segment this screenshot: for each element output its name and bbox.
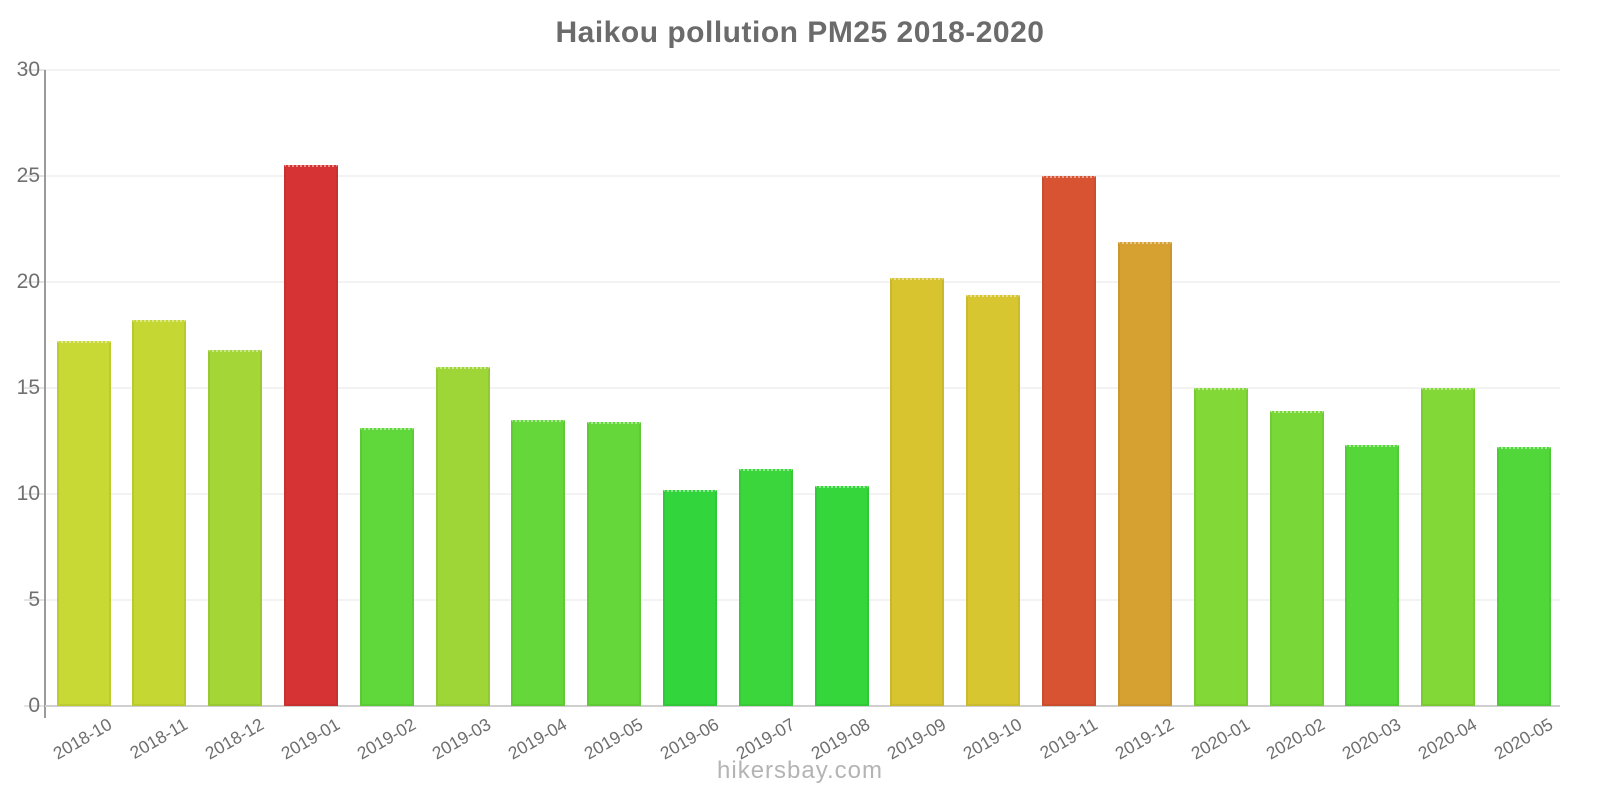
y-axis-tick-10	[24, 493, 45, 495]
watermark: hikersbay.com	[717, 757, 883, 784]
y-tick-label-15: 15	[16, 376, 40, 399]
bar-2019-03[interactable]	[435, 366, 490, 706]
bar-2019-07[interactable]	[738, 468, 793, 706]
x-axis-line	[45, 705, 1560, 707]
bar-2019-01[interactable]	[283, 165, 338, 706]
grid-line-25	[45, 175, 1560, 177]
bar-2019-09[interactable]	[890, 277, 945, 706]
bar-2019-02[interactable]	[359, 428, 414, 706]
bar-2019-04[interactable]	[511, 419, 566, 706]
bar-2018-11[interactable]	[132, 320, 187, 706]
bar-2018-10[interactable]	[56, 341, 111, 706]
bar-2019-06[interactable]	[663, 489, 718, 706]
bar-2019-05[interactable]	[587, 421, 642, 706]
y-tick-label-5: 5	[28, 588, 40, 611]
bar-2020-04[interactable]	[1421, 388, 1476, 706]
bar-2020-01[interactable]	[1193, 388, 1248, 706]
grid-line-15	[45, 387, 1560, 389]
grid-line-30	[45, 69, 1560, 71]
y-tick-label-25: 25	[16, 164, 40, 187]
bar-2020-02[interactable]	[1269, 411, 1324, 706]
bar-2020-03[interactable]	[1345, 445, 1400, 706]
y-tick-label-20: 20	[16, 270, 40, 293]
grid-line-10	[45, 493, 1560, 495]
y-axis-tick-25	[24, 175, 45, 177]
bar-2019-11[interactable]	[1042, 176, 1097, 706]
y-axis-tick-15	[24, 387, 45, 389]
grid-line-20	[45, 281, 1560, 283]
bar-2019-12[interactable]	[1117, 241, 1172, 706]
grid-line-5	[45, 599, 1560, 601]
bar-2018-12[interactable]	[208, 349, 263, 706]
bar-2019-08[interactable]	[814, 485, 869, 706]
y-axis-tick-30	[24, 69, 45, 71]
y-axis-tick-20	[24, 281, 45, 283]
bar-2020-05[interactable]	[1497, 447, 1551, 706]
y-tick-label-0: 0	[28, 694, 40, 717]
y-tick-label-30: 30	[16, 58, 40, 81]
y-axis-tick-0	[24, 705, 45, 707]
y-axis-line	[44, 70, 46, 718]
y-axis-tick-5	[24, 599, 45, 601]
y-tick-label-10: 10	[16, 482, 40, 505]
bar-2019-10[interactable]	[966, 294, 1021, 706]
chart-title: Haikou pollution PM25 2018-2020	[555, 16, 1045, 49]
